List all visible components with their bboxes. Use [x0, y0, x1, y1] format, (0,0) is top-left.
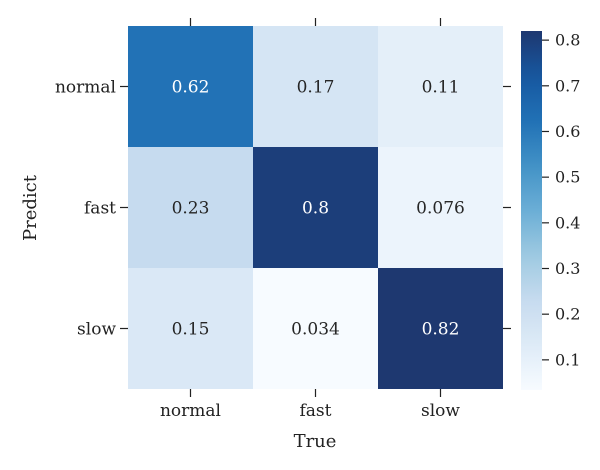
y-tick-label: slow	[77, 320, 116, 340]
heatmap-cells: 0.62 0.17 0.11 0.23 0.8 0.076 0.15 0.034 0.82	[128, 26, 503, 389]
y-axis-label: Predict	[20, 174, 41, 241]
colorbar: 0.1 0.2 0.3 0.4 0.5 0.6 0.7 0.8	[521, 31, 580, 390]
colorbar-tick-label: 0.4	[555, 213, 580, 232]
colorbar-tick-label: 0.5	[555, 168, 580, 187]
colorbar-tick-label: 0.8	[555, 31, 580, 50]
x-tick-label: slow	[421, 401, 460, 421]
cell-value-label: 0.8	[302, 199, 329, 219]
colorbar-tick-label: 0.3	[555, 259, 580, 278]
cell-normal-normal	[128, 26, 253, 147]
x-tick-label: fast	[300, 401, 332, 421]
cell-value-label: 0.17	[297, 78, 335, 98]
cell-normal-slow	[378, 26, 503, 147]
x-axis-label: True	[294, 431, 337, 452]
x-axis: normal fast slow	[160, 18, 460, 421]
colorbar-gradient	[521, 31, 542, 390]
cell-fast-normal	[128, 147, 253, 268]
y-tick-label: normal	[55, 78, 116, 98]
cell-fast-fast	[253, 147, 378, 268]
cell-value-label: 0.11	[422, 78, 460, 98]
cell-value-label: 0.82	[422, 320, 460, 340]
cell-fast-slow	[378, 147, 503, 268]
colorbar-ticks: 0.1 0.2 0.3 0.4 0.5 0.6 0.7 0.8	[542, 31, 580, 369]
cell-normal-fast	[253, 26, 378, 147]
cell-slow-fast	[253, 268, 378, 389]
cell-slow-slow	[378, 268, 503, 389]
cell-value-label: 0.15	[172, 320, 210, 340]
colorbar-tick-label: 0.1	[555, 350, 580, 369]
colorbar-tick-label: 0.6	[555, 122, 580, 141]
colorbar-tick-label: 0.7	[555, 76, 580, 95]
colorbar-tick-label: 0.2	[555, 305, 580, 324]
cell-value-label: 0.62	[172, 78, 210, 98]
cell-value-label: 0.076	[416, 199, 465, 219]
cell-value-label: 0.034	[291, 320, 340, 340]
x-tick-label: normal	[160, 401, 221, 421]
cell-value-label: 0.23	[172, 199, 210, 219]
cell-slow-normal	[128, 268, 253, 389]
y-axis: normal fast slow	[55, 78, 511, 340]
y-tick-label: fast	[84, 199, 116, 219]
